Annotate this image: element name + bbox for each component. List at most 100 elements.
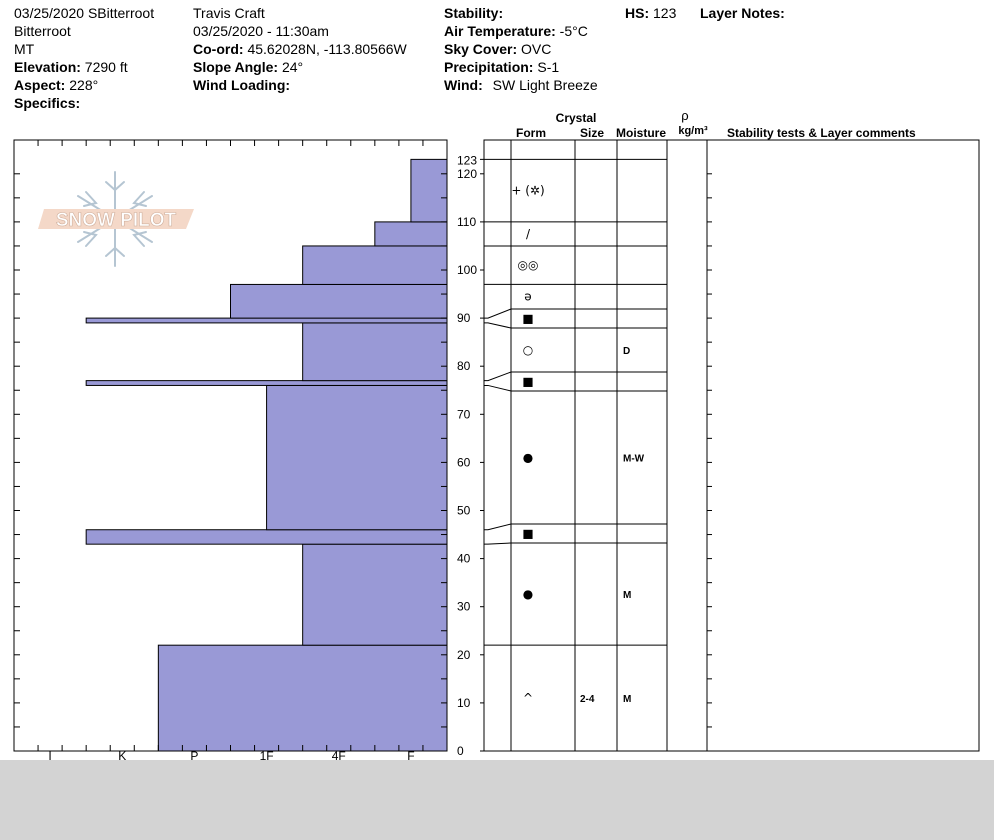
depth-label-50: 50 [457, 504, 471, 518]
grain-form-1: ● [523, 587, 533, 601]
grain-form-2: ■ [522, 527, 533, 541]
logo-text: SNOW PILOT [56, 210, 177, 231]
sky-cover-value: OVC [521, 41, 552, 57]
sky-cover-label: Sky Cover: [444, 41, 518, 57]
layer-connector [484, 308, 512, 319]
hardness-label-1F: 1F [260, 749, 274, 760]
depth-label-60: 60 [457, 455, 471, 469]
wind-loading-row: Wind Loading: [193, 76, 290, 94]
air-temp-value: -5°C [559, 23, 588, 39]
aspect-row: Aspect: 228° [14, 76, 98, 94]
snowpilot-logo: SNOW PILOT [38, 171, 194, 267]
hardness-label-F: F [407, 749, 414, 760]
coord-label: Co-ord: [193, 41, 244, 57]
moisture-0: M [623, 694, 631, 705]
depth-label-10: 10 [457, 696, 471, 710]
depth-label-20: 20 [457, 648, 471, 662]
stability-row: Stability: [444, 4, 503, 22]
layer-connector [484, 542, 512, 545]
hardness-bar-1 [302, 543, 448, 646]
depth-label-123: 123 [457, 153, 477, 167]
depth-label-110: 110 [457, 215, 476, 229]
depth-label-100: 100 [457, 263, 477, 277]
grain-form-6: ■ [522, 312, 533, 326]
moisture-3: M-W [623, 454, 645, 465]
depth-label-0: 0 [457, 744, 464, 758]
wind-row: Wind: SW Light Breeze [444, 76, 598, 94]
grain-form-0: ^ [523, 691, 533, 705]
hardness-bar-8 [302, 245, 448, 285]
moisture-1: M [623, 590, 631, 601]
date-location: 03/25/2020 SBitterroot [14, 5, 155, 21]
grain-form-8: ◎◎ [518, 258, 539, 272]
wind-label: Wind: [444, 77, 483, 93]
depth-label-40: 40 [457, 552, 471, 566]
comments-header: Stability tests & Layer comments [727, 126, 916, 140]
grain-size-0: 2-4 [580, 694, 595, 705]
layer-connector [484, 384, 512, 392]
hardness-label-K: K [118, 749, 126, 760]
hardness-bar-5 [302, 322, 448, 382]
slope-label: Slope Angle: [193, 59, 279, 75]
air-temp-label: Air Temperature: [444, 23, 556, 39]
specifics-row: Specifics: [14, 94, 80, 112]
aspect-value: 228° [69, 77, 99, 93]
hardness-bar-7 [230, 283, 448, 319]
moisture-header: Moisture [616, 126, 666, 140]
depth-label-80: 80 [457, 359, 471, 373]
precip-row: Precipitation: S-1 [444, 58, 559, 76]
hardness-bar-3 [266, 384, 448, 531]
state-name: MT [14, 41, 35, 57]
hardness-axis: I K P 1F 4F F [48, 749, 414, 760]
grain-form-9: / [526, 227, 531, 241]
layer-connector [484, 523, 512, 531]
snow-profile-sheet: 03/25/2020 SBitterroot Bitterroot MT Ele… [0, 0, 994, 760]
comments-ticks [707, 173, 712, 752]
grain-form-10: + (✲) [511, 184, 544, 198]
layer-connector [484, 322, 512, 329]
hardness-frame-ticks [13, 140, 448, 752]
hardness-label-4F: 4F [332, 749, 346, 760]
hardness-label-I: I [48, 749, 51, 760]
hardness-bar-0 [157, 644, 448, 752]
observation-datetime: 03/25/2020 - 11:30am [193, 23, 329, 39]
observer-name: Travis Craft [193, 5, 265, 21]
depth-label-90: 90 [457, 311, 471, 325]
layer-connectors [484, 221, 512, 646]
elevation-label: Elevation: [14, 59, 81, 75]
grain-form-3: ● [523, 451, 533, 465]
hardness-bar-4 [85, 380, 448, 386]
aspect-label: Aspect: [14, 77, 66, 93]
slope-row: Slope Angle: 24° [193, 58, 303, 76]
hardness-bar-6 [85, 317, 448, 324]
grain-form-4: ■ [522, 375, 533, 389]
elevation-value: 7290 ft [84, 59, 128, 75]
hardness-bar-9 [374, 221, 448, 247]
sky-cover-row: Sky Cover: OVC [444, 40, 551, 58]
form-header: Form [516, 126, 546, 140]
hardness-bar-10 [410, 158, 448, 223]
hardness-bars [85, 158, 448, 752]
precip-label: Precipitation: [444, 59, 534, 75]
precip-value: S-1 [537, 59, 560, 75]
layer-connector [484, 371, 512, 382]
depth-label-30: 30 [457, 600, 471, 614]
hardness-label-P: P [190, 749, 198, 760]
depth-label-120: 120 [457, 167, 477, 181]
depth-label-70: 70 [457, 407, 471, 421]
slope-value: 24° [281, 59, 304, 75]
range-name: Bitterroot [14, 23, 71, 39]
layer-table: ^ 2-4 M ● M ■ ● M-W ■ ○ D ■ ə ◎◎ / + (✲) [483, 139, 980, 752]
wind-loading-label: Wind Loading: [193, 77, 291, 93]
wind-value: SW Light Breeze [492, 77, 598, 93]
specifics-label: Specifics: [14, 95, 81, 111]
hs-label: HS: [625, 5, 650, 21]
snow-profile-chart: SNOW PILOT 01020304050607080901001101201… [13, 108, 980, 760]
air-temp-row: Air Temperature: -5°C [444, 22, 588, 40]
crystal-header: Crystal [556, 111, 597, 125]
rho-header: ρ [681, 108, 688, 123]
hs-value: 123 [653, 5, 677, 21]
layer-rows: ^ 2-4 M ● M ■ ● M-W ■ ○ D ■ ə ◎◎ / + (✲) [484, 158, 667, 705]
grain-form-5: ○ [523, 343, 533, 357]
